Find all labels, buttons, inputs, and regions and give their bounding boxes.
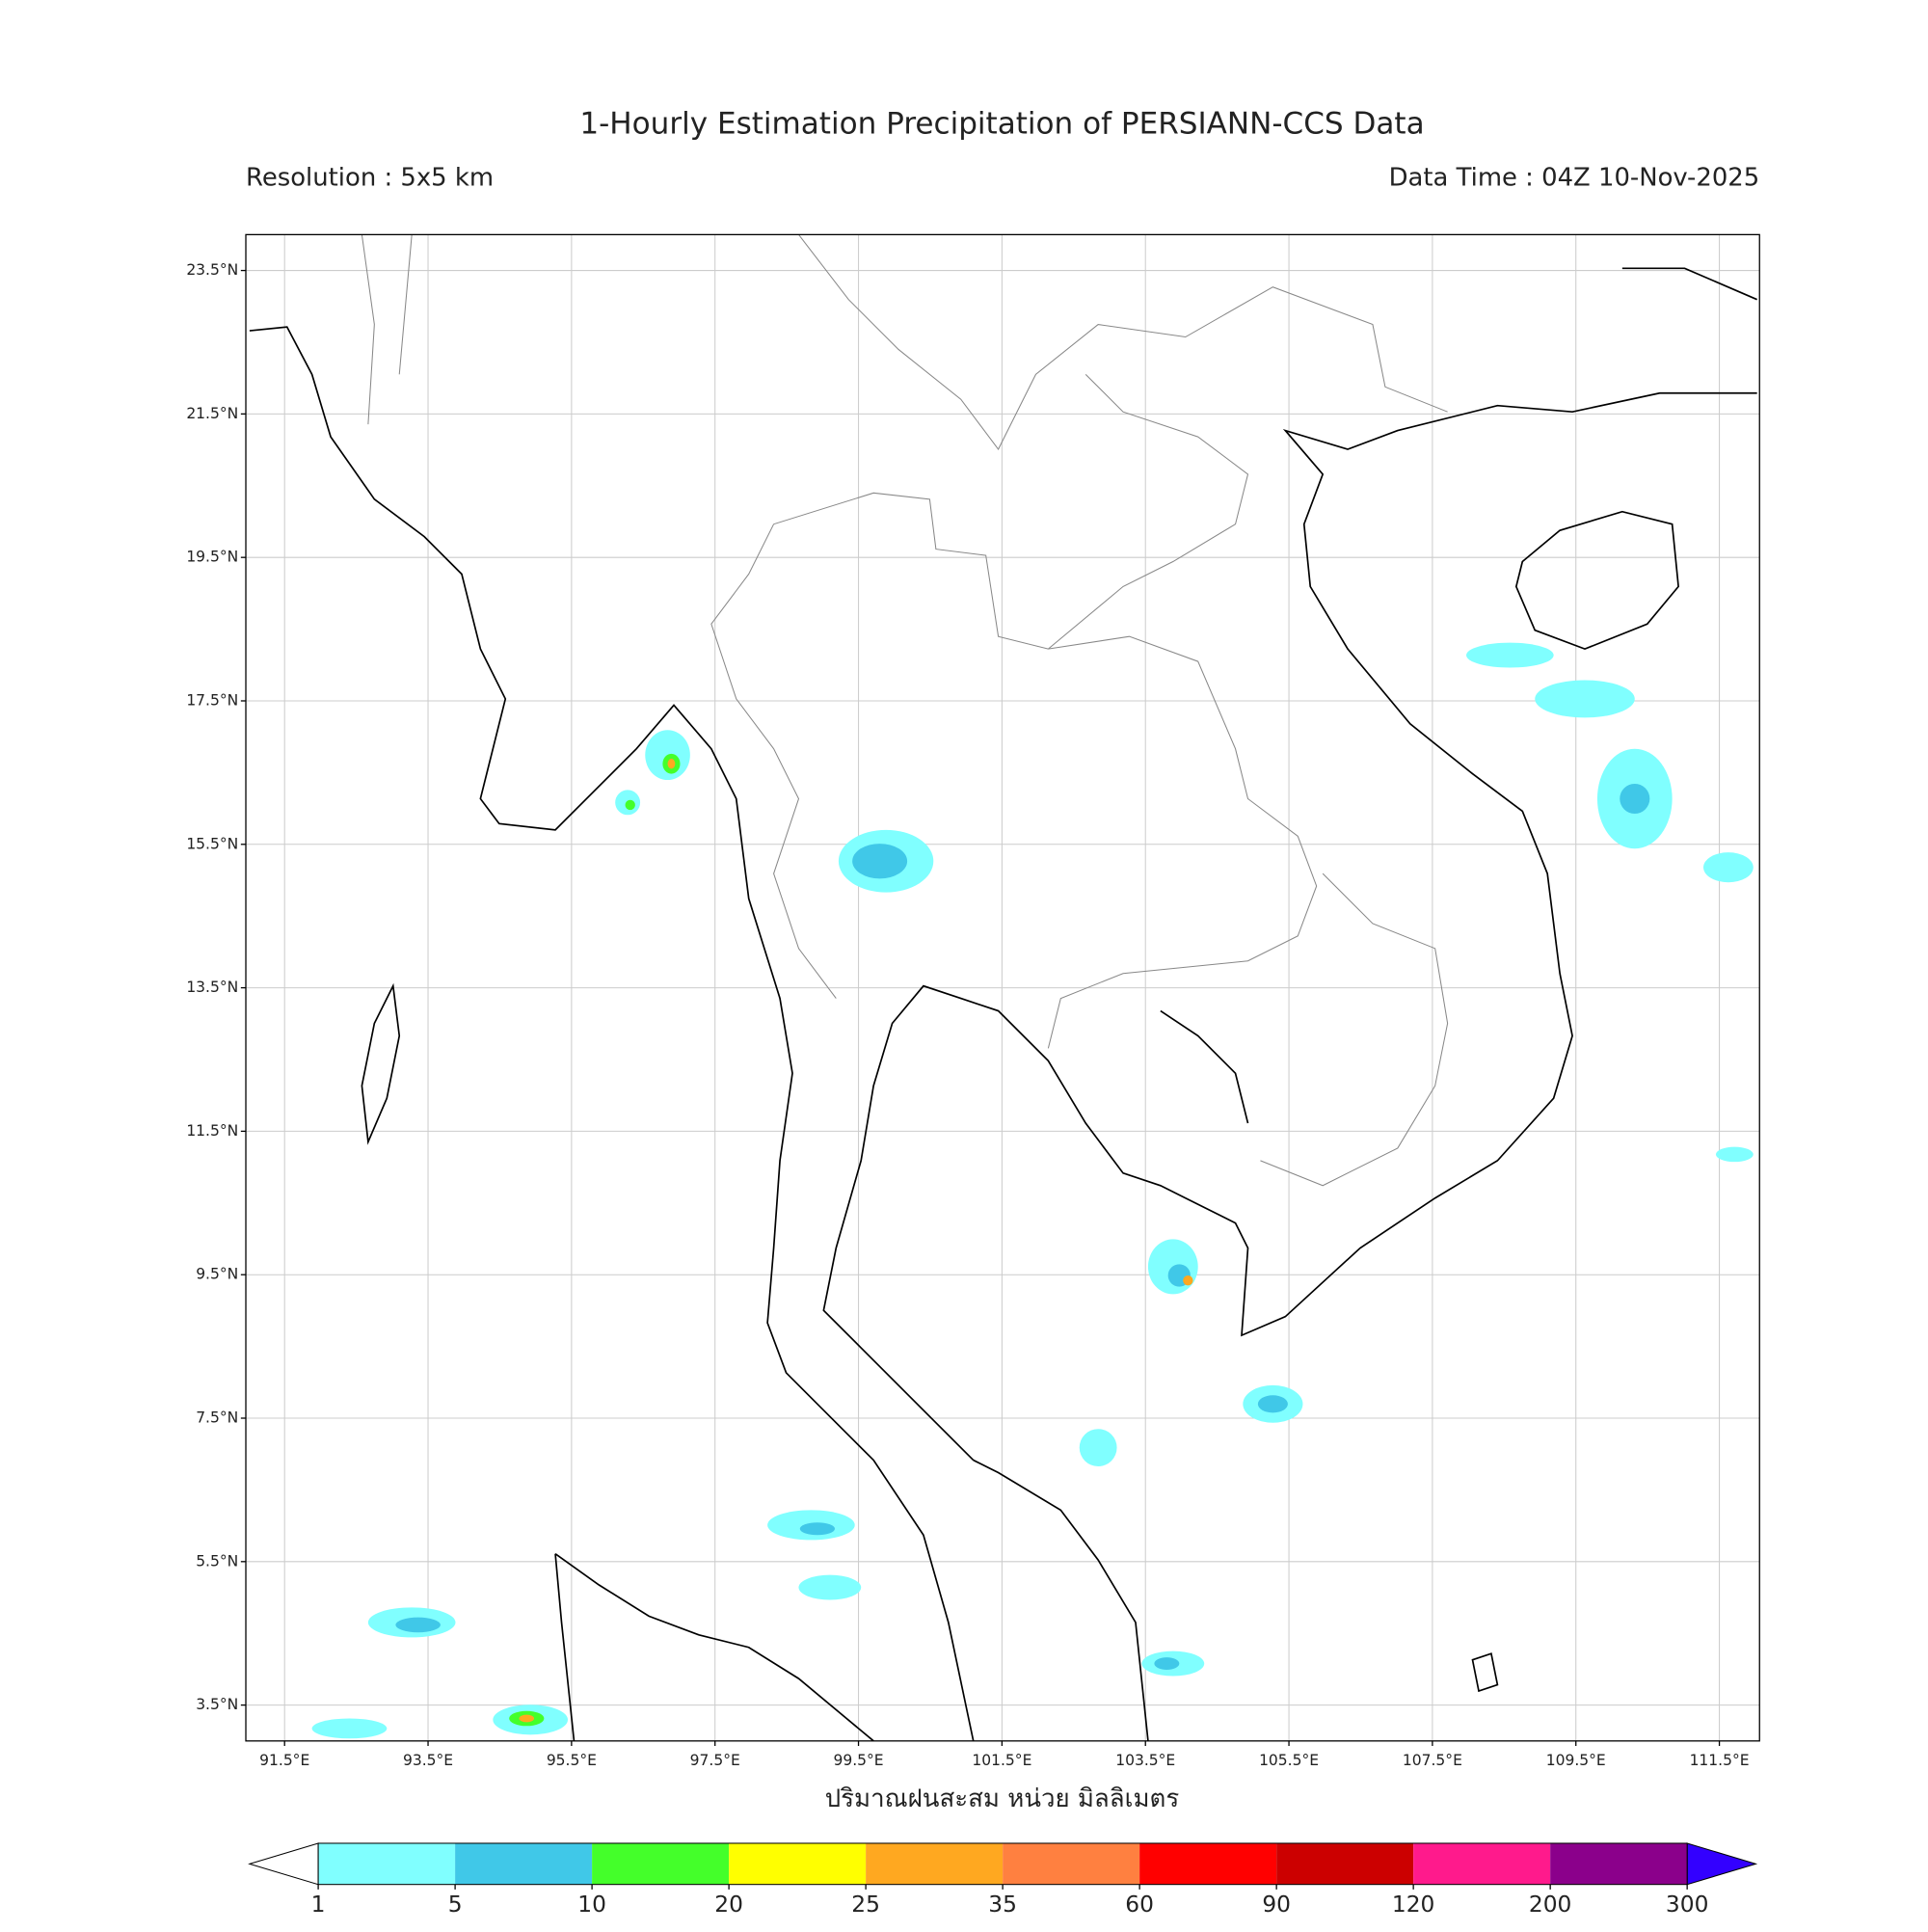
data-time: Data Time : 04Z 10-Nov-2025: [1389, 164, 1760, 193]
y-tick-label: 3.5°N: [196, 1696, 238, 1713]
colorbar-over: [1686, 1842, 1758, 1886]
y-tick-label: 13.5°N: [186, 979, 238, 996]
grid: [240, 234, 1760, 1747]
title: 1-Hourly Estimation Precipitation of PER…: [579, 106, 1424, 141]
colorbar-label: 5: [448, 1892, 463, 1918]
map-frame: [245, 233, 1760, 1742]
colorbar-label: 10: [577, 1892, 606, 1918]
y-tick-label: 17.5°N: [186, 691, 238, 709]
colorbar-box: [1139, 1842, 1277, 1885]
colorbar-label: 120: [1392, 1892, 1434, 1918]
x-tick-label: 91.5°E: [259, 1752, 309, 1769]
x-tick-label: 93.5°E: [403, 1752, 453, 1769]
x-tick-label: 99.5°E: [833, 1752, 883, 1769]
colorbar-label: 90: [1262, 1892, 1291, 1918]
y-tick-label: 21.5°N: [186, 405, 238, 422]
y-tick-label: 5.5°N: [196, 1552, 238, 1570]
colorbar-label: 35: [988, 1892, 1017, 1918]
colorbar-box: [866, 1842, 1004, 1885]
borders: [361, 234, 1449, 1187]
colorbar-box: [592, 1842, 730, 1885]
colorbar-box: [455, 1842, 593, 1885]
map: [249, 234, 1757, 1741]
colorbar-box: [318, 1842, 456, 1885]
colorbar-box: [1413, 1842, 1551, 1885]
y-tick-label: 9.5°N: [196, 1266, 238, 1283]
x-tick-label: 109.5°E: [1546, 1752, 1606, 1769]
colorbar-label: 20: [714, 1892, 743, 1918]
colorbar-label: 300: [1666, 1892, 1708, 1918]
colorbar-label: 1: [311, 1892, 326, 1918]
colorbar-label: 60: [1125, 1892, 1154, 1918]
colorbar-box: [1003, 1842, 1140, 1885]
y-tick-label: 15.5°N: [186, 835, 238, 852]
y-tick-label: 11.5°N: [186, 1122, 238, 1140]
coastlines: [249, 267, 1757, 1741]
colorbar-label: 200: [1529, 1892, 1571, 1918]
x-tick-label: 103.5°E: [1115, 1752, 1175, 1769]
x-tick-label: 111.5°E: [1690, 1752, 1750, 1769]
x-tick-label: 107.5°E: [1403, 1752, 1462, 1769]
colorbar-label: 25: [851, 1892, 880, 1918]
x-tick-label: 105.5°E: [1259, 1752, 1319, 1769]
colorbar-under: [248, 1842, 319, 1886]
y-tick-label: 19.5°N: [186, 549, 238, 566]
y-tick-label: 7.5°N: [196, 1409, 238, 1427]
y-tick-label: 23.5°N: [186, 261, 238, 279]
resolution: Resolution : 5x5 km: [246, 164, 494, 193]
x-tick-label: 101.5°E: [972, 1752, 1031, 1769]
colorbar-box: [729, 1842, 867, 1885]
x-tick-label: 95.5°E: [547, 1752, 597, 1769]
colorbar-box: [1276, 1842, 1414, 1885]
x-tick-label: 97.5°E: [690, 1752, 740, 1769]
rain: [311, 642, 1754, 1739]
colorbar: 1 5 10 20 25 35 60 90 120 200 300: [248, 1842, 1758, 1918]
x-axis-label: ปริมาณฝนสะสม หน่วย มิลลิเมตร: [825, 1784, 1180, 1813]
colorbar-box: [1550, 1842, 1688, 1885]
